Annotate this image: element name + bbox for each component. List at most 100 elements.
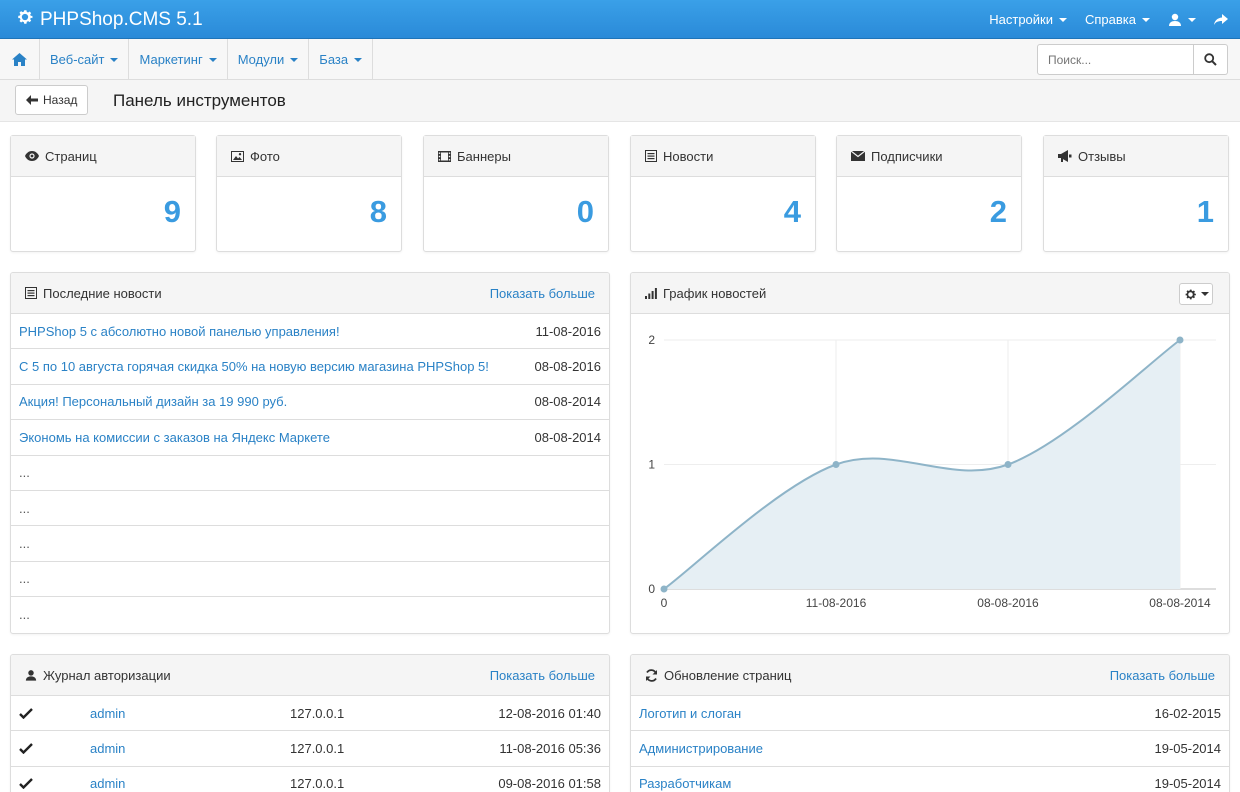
menu-website[interactable]: Веб-сайт bbox=[40, 39, 130, 80]
latest-news-panel: Последние новости Показать больше PHPSho… bbox=[10, 272, 610, 634]
auth-row: admin 127.0.0.1 12-08-2016 01:40 bbox=[11, 696, 609, 732]
page-link[interactable]: Логотип и слоган bbox=[639, 705, 742, 721]
search-input[interactable] bbox=[1037, 44, 1194, 75]
news-date: 08-08-2014 bbox=[534, 429, 602, 445]
y-tick-label: 2 bbox=[648, 333, 655, 347]
menu-label: Веб-сайт bbox=[50, 52, 105, 67]
update-date: 16-02-2015 bbox=[1154, 705, 1222, 721]
check-icon bbox=[19, 778, 33, 790]
user-menu[interactable] bbox=[1168, 13, 1196, 27]
stat-label: Отзывы bbox=[1078, 148, 1126, 164]
auth-date: 11-08-2016 05:36 bbox=[499, 741, 601, 757]
auth-ip: 127.0.0.1 bbox=[290, 705, 345, 721]
x-tick-label: 11-08-2016 bbox=[806, 596, 867, 610]
auth-ip: 127.0.0.1 bbox=[290, 776, 345, 792]
check-icon bbox=[19, 707, 33, 719]
empty-placeholder: ... bbox=[19, 571, 30, 587]
update-row: Логотип и слоган 16-02-2015 bbox=[631, 696, 1229, 732]
stat-card-news[interactable]: Новости 4 bbox=[630, 135, 816, 252]
data-point[interactable] bbox=[832, 461, 840, 468]
home-button[interactable] bbox=[0, 39, 40, 80]
menu-marketing[interactable]: Маркетинг bbox=[129, 39, 228, 80]
empty-placeholder: ... bbox=[19, 500, 30, 516]
search-button[interactable] bbox=[1194, 44, 1228, 75]
back-button[interactable]: Назад bbox=[15, 85, 89, 115]
news-link[interactable]: Экономь на комиссии с заказов на Яндекс … bbox=[19, 429, 330, 445]
stat-label: Подписчики bbox=[871, 148, 943, 164]
data-point[interactable] bbox=[660, 585, 668, 593]
envelope-icon bbox=[851, 151, 865, 161]
help-menu-label: Справка bbox=[1085, 12, 1136, 27]
page-header: Назад Панель инструментов bbox=[0, 80, 1240, 122]
auth-row: admin 127.0.0.1 11-08-2016 05:36 bbox=[11, 731, 609, 767]
chart-line bbox=[663, 339, 1181, 590]
app-brand[interactable]: PHPShop.CMS 5.1 bbox=[16, 8, 203, 32]
caret-down-icon bbox=[1059, 17, 1067, 22]
share-button[interactable] bbox=[1214, 13, 1228, 26]
stat-card-photos[interactable]: Фото 8 bbox=[216, 135, 402, 252]
panel-title: График новостей bbox=[663, 285, 767, 301]
eye-icon bbox=[25, 151, 39, 161]
caret-down-icon bbox=[208, 57, 217, 62]
x-tick-label: 08-08-2014 bbox=[1149, 596, 1211, 610]
auth-user-link[interactable]: admin bbox=[90, 741, 126, 757]
news-graph-panel: График новостей 0 11-08-2016 08-08-2016 08-… bbox=[630, 272, 1230, 634]
auth-date: 09-08-2016 01:58 bbox=[498, 776, 601, 792]
settings-menu[interactable]: Настройки bbox=[989, 12, 1067, 27]
update-date: 19-05-2014 bbox=[1154, 776, 1222, 792]
stat-card-pages[interactable]: Страниц 9 bbox=[10, 135, 196, 252]
home-icon bbox=[12, 53, 27, 66]
stat-card-reviews[interactable]: Отзывы 1 bbox=[1043, 135, 1229, 252]
menu-label: Модули bbox=[237, 52, 285, 67]
stat-card-banners[interactable]: Баннеры 0 bbox=[423, 135, 609, 252]
auth-row: admin 127.0.0.1 09-08-2016 01:58 bbox=[11, 767, 609, 792]
menu-label: Маркетинг bbox=[139, 52, 203, 67]
news-row: Экономь на комиссии с заказов на Яндекс … bbox=[11, 420, 609, 456]
menu-modules[interactable]: Модули bbox=[228, 39, 310, 80]
user-icon bbox=[25, 669, 37, 681]
caret-down-icon bbox=[354, 57, 363, 62]
help-menu[interactable]: Справка bbox=[1085, 12, 1150, 27]
update-row: Разработчикам 19-05-2014 bbox=[631, 767, 1229, 792]
page-link[interactable]: Разработчикам bbox=[639, 776, 732, 792]
search-icon bbox=[1204, 53, 1217, 66]
news-link[interactable]: С 5 по 10 августа горячая скидка 50% на … bbox=[19, 359, 489, 375]
caret-down-icon bbox=[110, 57, 119, 62]
main-menu: Веб-сайт Маркетинг Модули База bbox=[0, 39, 1240, 80]
caret-down-icon bbox=[290, 57, 299, 62]
update-date: 19-05-2014 bbox=[1154, 741, 1222, 757]
show-more-link[interactable]: Показать больше bbox=[489, 285, 595, 301]
top-navbar: PHPShop.CMS 5.1 Настройки Справка bbox=[0, 0, 1240, 39]
list-icon bbox=[645, 150, 657, 162]
stat-card-subscribers[interactable]: Подписчики 2 bbox=[836, 135, 1022, 252]
show-more-link[interactable]: Показать больше bbox=[1109, 667, 1215, 683]
stat-value: 8 bbox=[369, 194, 387, 229]
show-more-link[interactable]: Показать больше bbox=[489, 667, 595, 683]
data-point[interactable] bbox=[1176, 336, 1184, 344]
auth-user-link[interactable]: admin bbox=[90, 776, 126, 792]
caret-down-icon bbox=[1142, 17, 1150, 22]
news-date: 11-08-2016 bbox=[535, 323, 601, 339]
auth-user-link[interactable]: admin bbox=[90, 705, 126, 721]
news-link[interactable]: Акция! Персональный дизайн за 19 990 руб… bbox=[19, 394, 288, 410]
news-row-empty: ... bbox=[11, 526, 609, 562]
news-link[interactable]: PHPShop 5 с абсолютно новой панелью упра… bbox=[19, 323, 340, 339]
refresh-icon bbox=[646, 668, 657, 682]
stat-value: 2 bbox=[989, 194, 1007, 229]
stat-label: Новости bbox=[663, 148, 714, 164]
list-icon bbox=[25, 287, 37, 299]
news-chart: 0 11-08-2016 08-08-2016 08-08-2014 0 1 2 bbox=[648, 333, 1216, 610]
check-icon bbox=[19, 743, 33, 755]
page-link[interactable]: Администрирование bbox=[639, 741, 763, 757]
gear-icon bbox=[1185, 289, 1196, 299]
caret-down-icon bbox=[1188, 17, 1196, 22]
gear-icon bbox=[16, 8, 34, 32]
signal-icon bbox=[645, 287, 657, 299]
data-point[interactable] bbox=[1004, 461, 1012, 468]
page-updates-panel: Обновление страниц Показать больше Логот… bbox=[630, 654, 1230, 792]
news-row-empty: ... bbox=[11, 562, 609, 598]
settings-menu-label: Настройки bbox=[989, 12, 1053, 27]
y-tick-label: 1 bbox=[648, 458, 655, 472]
menu-database[interactable]: База bbox=[309, 39, 374, 80]
chart-options-button[interactable] bbox=[1179, 283, 1213, 305]
